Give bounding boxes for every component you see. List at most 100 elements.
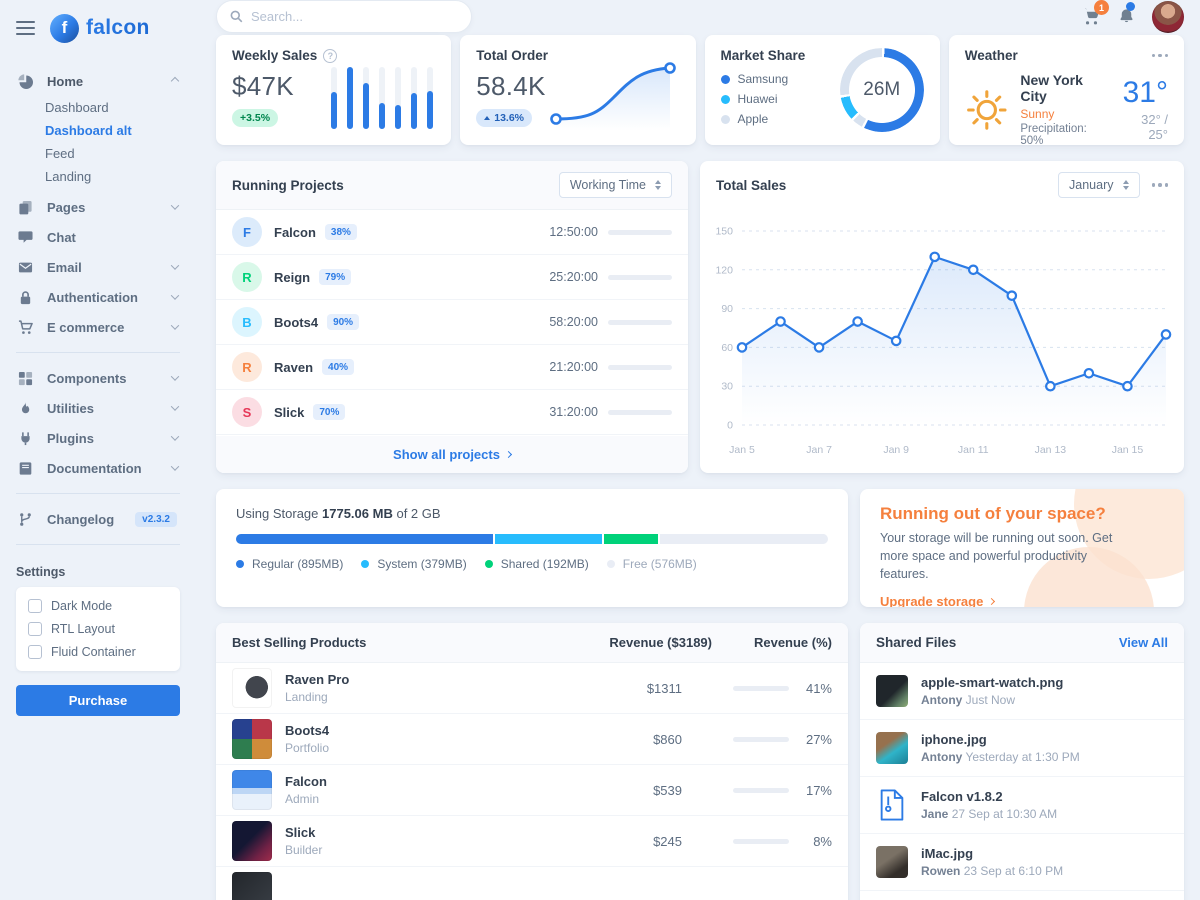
total-order-value: 58.4K <box>476 71 546 101</box>
storage-segment <box>604 534 660 544</box>
user-avatar[interactable] <box>1152 0 1184 33</box>
total-sales-chart: 0 30 60 90 120 150 Jan 5 Jan 7 Jan 9 Jan 11 Jan 13… <box>715 226 1172 456</box>
working-time-select[interactable]: Working Time <box>558 172 672 198</box>
version-badge: v2.3.2 <box>135 511 177 527</box>
sidebar-item-email[interactable]: Email <box>16 252 180 282</box>
chevron-down-icon <box>170 402 180 411</box>
setting-label: Dark Mode <box>51 599 113 613</box>
sidebar-item-e-commerce[interactable]: E commerce <box>16 312 180 342</box>
product-revenue: $1311 <box>646 680 682 696</box>
sidebar-item-plugins[interactable]: Plugins <box>16 423 180 453</box>
book-icon <box>18 460 34 476</box>
project-row-falcon[interactable]: F Falcon 38% 12:50:00 <box>216 210 688 255</box>
products-list: Raven Pro Landing $1311 41% Boots4 Portfolio $… <box>216 663 848 867</box>
project-percent-badge: 79% <box>319 269 352 285</box>
file-row[interactable]: iMac.jpg Rowen 23 Sep at 6:10 PM <box>860 834 1184 891</box>
brand-logo[interactable]: f falcon <box>50 13 150 43</box>
hamburger-menu-icon[interactable] <box>16 21 35 35</box>
bar <box>411 67 418 129</box>
notifications-button[interactable] <box>1117 2 1136 26</box>
project-row-reign[interactable]: R Reign 79% 25:20:00 <box>216 255 688 300</box>
product-info: Falcon Admin <box>285 774 562 806</box>
products-percent-column: Revenue (%) <box>753 635 832 650</box>
products-title: Best Selling Products <box>232 635 367 650</box>
code-branch-icon <box>18 511 34 527</box>
product-row-raven-pro[interactable]: Raven Pro Landing $1311 41% <box>216 663 848 714</box>
view-all-link[interactable]: View All <box>1118 635 1168 650</box>
cart-button[interactable]: 1 <box>1082 0 1109 26</box>
product-row-boots4[interactable]: Boots4 Portfolio $860 27% <box>216 714 848 765</box>
sidebar-item-landing[interactable]: Landing <box>45 169 92 184</box>
checkbox[interactable] <box>28 599 42 613</box>
setting-toggle-fluid-container[interactable]: Fluid Container <box>28 645 168 659</box>
total-order-title: Total Order <box>476 48 549 63</box>
product-thumbnail <box>232 668 272 708</box>
setting-toggle-rtl-layout[interactable]: RTL Layout <box>28 622 168 636</box>
main-content: 1 Weekly Sales ? $47K +3.5% <box>200 0 1200 900</box>
product-category: Landing <box>285 690 328 704</box>
project-name: Slick <box>274 404 305 420</box>
file-row[interactable]: Falcon v1.8.2 Jane 27 Sep at 10:30 AM <box>860 777 1184 834</box>
project-row-raven[interactable]: R Raven 40% 21:20:00 <box>216 345 688 390</box>
file-row[interactable]: apple-smart-watch.png Antony Just Now <box>860 663 1184 720</box>
file-row[interactable]: iphone.jpg Antony Yesterday at 1:30 PM <box>860 720 1184 777</box>
search-input[interactable] <box>251 9 458 24</box>
sidebar-item-chat[interactable]: Chat <box>16 222 180 252</box>
legend-dot <box>720 74 730 84</box>
stats-row: Weekly Sales ? $47K +3.5% Total Order 58… <box>216 35 1184 147</box>
upgrade-space-title: Running out of your space? <box>880 504 1106 523</box>
weekly-sales-card: Weekly Sales ? $47K +3.5% <box>216 35 452 145</box>
file-time: 23 Sep at 6:10 PM <box>963 864 1064 878</box>
product-row-slick[interactable]: Slick Builder $245 8% <box>216 816 848 867</box>
setting-toggle-dark-mode[interactable]: Dark Mode <box>28 599 168 613</box>
weather-menu-button[interactable] <box>1151 50 1168 62</box>
bar <box>395 67 402 129</box>
product-row-falcon[interactable]: Falcon Admin $539 17% <box>216 765 848 816</box>
help-icon[interactable]: ? <box>323 48 338 63</box>
select-arrows-icon <box>1122 180 1129 190</box>
file-info: apple-smart-watch.png Antony Just Now <box>921 675 1063 707</box>
running-projects-card: Running Projects Working Time F Falcon 38%… <box>216 161 688 473</box>
sidebar-item-authentication[interactable]: Authentication <box>16 282 180 312</box>
bar <box>427 67 434 129</box>
file-user: Rowen <box>921 864 961 878</box>
purchase-button[interactable]: Purchase <box>16 685 180 716</box>
chevron-up-icon <box>170 76 180 86</box>
sidebar-item-feed[interactable]: Feed <box>45 146 75 161</box>
file-user: Antony <box>921 750 963 764</box>
sidebar-item-documentation[interactable]: Documentation <box>16 453 180 483</box>
storage-legend-item: Free (576MB) <box>606 557 697 571</box>
project-time: 25:20:00 <box>549 270 598 284</box>
project-time: 58:20:00 <box>549 315 598 329</box>
sidebar-item-dashboard[interactable]: Dashboard <box>45 100 109 115</box>
weather-body: New York City Sunny Precipitation: 50% 3… <box>965 72 1168 147</box>
sidebar-item-dashboard-alt[interactable]: Dashboard alt <box>45 123 132 138</box>
checkbox[interactable] <box>28 645 42 659</box>
sidebar-item-home[interactable]: Home <box>16 66 180 96</box>
product-category: Admin <box>285 792 320 806</box>
project-row-boots4[interactable]: B Boots4 90% 58:20:00 <box>216 300 688 345</box>
envelope-icon <box>18 259 34 275</box>
sidebar-item-label: Changelog <box>47 511 115 527</box>
product-progress-bar <box>733 685 789 691</box>
product-thumbnail <box>232 719 272 759</box>
sidebar-item-changelog[interactable]: Changelog v2.3.2 <box>16 504 180 534</box>
notification-dot <box>1126 2 1135 11</box>
file-name: apple-smart-watch.png <box>921 675 1064 690</box>
file-thumbnail <box>876 732 908 764</box>
total-order-badge: 13.6% <box>476 109 533 127</box>
project-row-slick[interactable]: S Slick 70% 31:20:00 <box>216 390 688 435</box>
sidebar-item-pages[interactable]: Pages <box>16 192 180 222</box>
legend-dot <box>720 94 730 104</box>
file-info: iMac.jpg Rowen 23 Sep at 6:10 PM <box>921 846 1063 878</box>
sidebar-item-components[interactable]: Components <box>16 363 180 393</box>
checkbox[interactable] <box>28 622 42 636</box>
total-sales-menu-button[interactable] <box>1151 179 1168 191</box>
sidebar-item-utilities[interactable]: Utilities <box>16 393 180 423</box>
topbar: 1 <box>216 0 1184 33</box>
show-all-projects-link[interactable]: Show all projects <box>216 436 688 473</box>
total-sales-title: Total Sales <box>716 177 787 193</box>
month-select[interactable]: January <box>1058 172 1140 198</box>
sidebar-item-label: Components <box>47 370 127 386</box>
upgrade-storage-link[interactable]: Upgrade storage <box>880 594 996 607</box>
